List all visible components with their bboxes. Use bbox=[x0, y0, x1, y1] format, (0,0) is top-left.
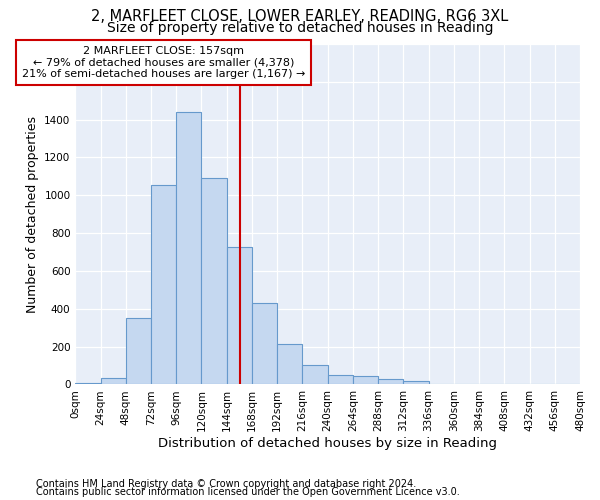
Bar bbox=[126, 318, 151, 384]
Bar bbox=[403, 380, 428, 384]
Bar bbox=[227, 248, 252, 384]
Bar bbox=[202, 178, 227, 384]
Y-axis label: Number of detached properties: Number of detached properties bbox=[26, 116, 38, 312]
Bar bbox=[101, 378, 126, 384]
Text: Contains HM Land Registry data © Crown copyright and database right 2024.: Contains HM Land Registry data © Crown c… bbox=[36, 479, 416, 489]
Text: 2, MARFLEET CLOSE, LOWER EARLEY, READING, RG6 3XL: 2, MARFLEET CLOSE, LOWER EARLEY, READING… bbox=[91, 9, 509, 24]
Bar bbox=[151, 185, 176, 384]
Text: 2 MARFLEET CLOSE: 157sqm
← 79% of detached houses are smaller (4,378)
21% of sem: 2 MARFLEET CLOSE: 157sqm ← 79% of detach… bbox=[22, 46, 305, 79]
Bar bbox=[277, 344, 302, 385]
Bar bbox=[353, 376, 378, 384]
Text: Size of property relative to detached houses in Reading: Size of property relative to detached ho… bbox=[107, 21, 493, 35]
Bar bbox=[378, 379, 403, 384]
Bar bbox=[328, 375, 353, 384]
Bar bbox=[176, 112, 202, 384]
Bar bbox=[302, 364, 328, 384]
X-axis label: Distribution of detached houses by size in Reading: Distribution of detached houses by size … bbox=[158, 437, 497, 450]
Bar bbox=[252, 303, 277, 384]
Text: Contains public sector information licensed under the Open Government Licence v3: Contains public sector information licen… bbox=[36, 487, 460, 497]
Bar bbox=[76, 382, 101, 384]
